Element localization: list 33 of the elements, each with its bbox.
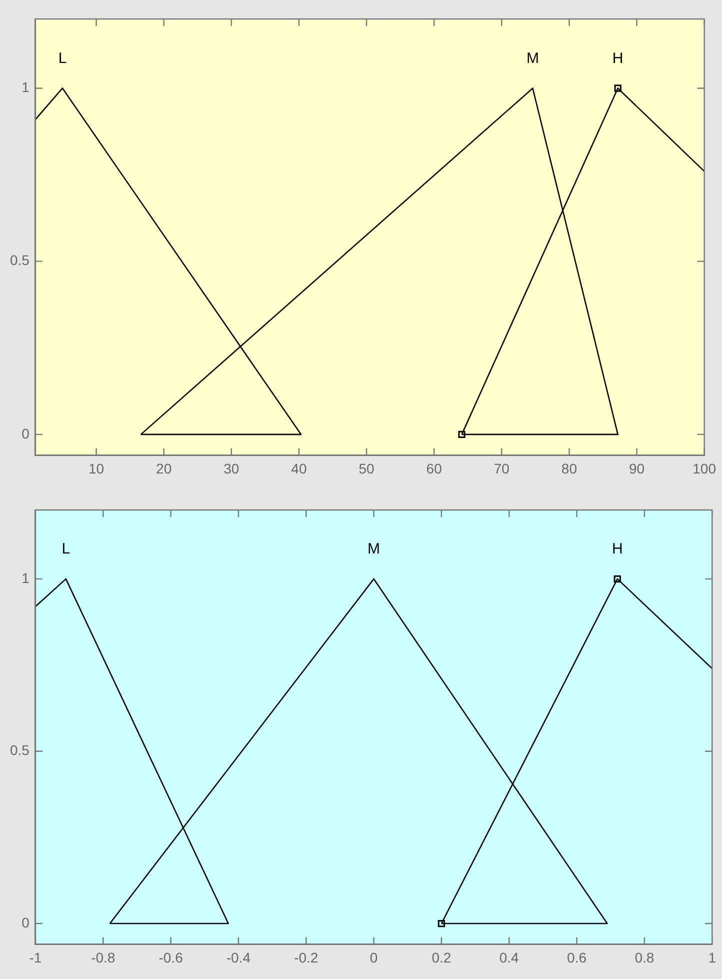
y-tick-label: 0 [22,914,30,930]
x-tick-label: -1 [29,949,42,966]
y-tick-label: 0.5 [10,742,30,758]
x-tick-label: 0.8 [634,949,654,966]
series-label: H [612,540,623,558]
y-tick-label: 0.5 [10,252,30,268]
x-tick-label: 80 [561,460,578,476]
x-tick-label: 30 [224,460,240,476]
x-tick-label: 20 [156,460,172,476]
series-label: M [368,540,380,558]
x-tick-label: -0.4 [226,949,251,966]
x-tick-label: 1 [708,949,716,966]
series-label: M [526,50,539,67]
series-label: L [62,540,70,558]
y-tick-label: 1 [22,79,30,96]
x-tick-label: 90 [628,460,645,476]
x-tick-label: 60 [426,460,442,476]
series-label: H [612,50,624,67]
x-tick-label: -0.2 [294,949,318,966]
x-tick-label: -0.8 [91,949,116,966]
x-tick-label: 10 [88,460,104,476]
x-tick-label: 0.2 [432,949,452,966]
x-tick-label: 50 [358,460,375,476]
x-tick-label: 40 [291,460,307,476]
x-tick-label: 0.6 [567,949,587,966]
x-tick-label: 70 [494,460,510,476]
x-tick-label: 100 [692,460,716,476]
x-tick-label: 0.4 [499,949,520,966]
x-tick-label: 0 [370,949,378,966]
y-tick-label: 1 [22,570,30,586]
x-tick-label: -0.6 [158,949,184,966]
y-tick-label: 0 [22,425,30,442]
series-label: L [58,50,67,67]
